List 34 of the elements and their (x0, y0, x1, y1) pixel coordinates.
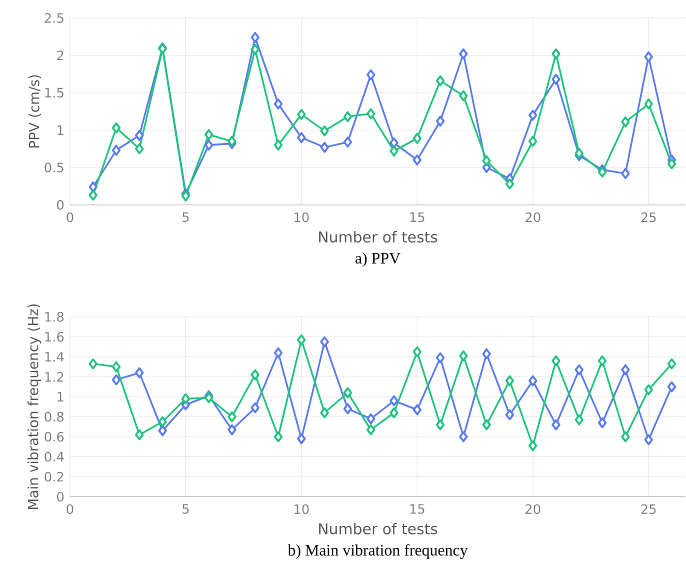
x-tick-label: 20 (526, 212, 540, 222)
x-tick-label: 10 (294, 212, 309, 222)
y-tick-label: 1.8 (45, 312, 64, 322)
y-tick-label: 1.2 (45, 372, 64, 382)
x-tick-label: 25 (641, 504, 656, 514)
x-tick-label: 20 (526, 504, 540, 514)
y-tick-label: 0.8 (44, 412, 64, 422)
y-tick-label: 1.4 (45, 352, 64, 362)
x-tick-label: 15 (410, 212, 424, 222)
y-tick-label: 0.6 (44, 432, 64, 442)
text: a) PPV (356, 252, 400, 268)
y-axis-title: Main vibration frequency (Hz) (28, 304, 42, 510)
y-tick-label: 0.5 (44, 162, 64, 173)
y-tick-label: 0 (57, 492, 64, 502)
x-tick-label: 15 (410, 504, 424, 514)
x-axis-title: Number of tests (319, 523, 438, 535)
x-tick-label: 0 (66, 212, 74, 222)
x-tick-label: 0 (66, 504, 74, 514)
x-tick-label: 5 (182, 212, 189, 222)
y-tick-label: 0 (57, 200, 64, 210)
y-tick-label: 0.2 (44, 472, 64, 482)
y-tick-label: 1.6 (45, 332, 64, 342)
x-axis-title: Number of tests (319, 231, 438, 243)
x-tick-label: 5 (182, 504, 189, 514)
x-tick-label: 25 (641, 212, 656, 222)
text: b) Main vibration frequency (288, 544, 468, 560)
y-tick-label: 1 (58, 392, 64, 402)
x-tick-label: 10 (294, 504, 309, 514)
y-tick-label: 1.5 (45, 88, 64, 98)
y-axis-title: PPV (cm/s) (28, 75, 42, 148)
y-tick-label: 2.5 (44, 13, 64, 24)
y-tick-label: 0.4 (44, 452, 64, 462)
y-tick-label: 1 (58, 126, 64, 136)
y-tick-label: 2 (57, 50, 64, 60)
